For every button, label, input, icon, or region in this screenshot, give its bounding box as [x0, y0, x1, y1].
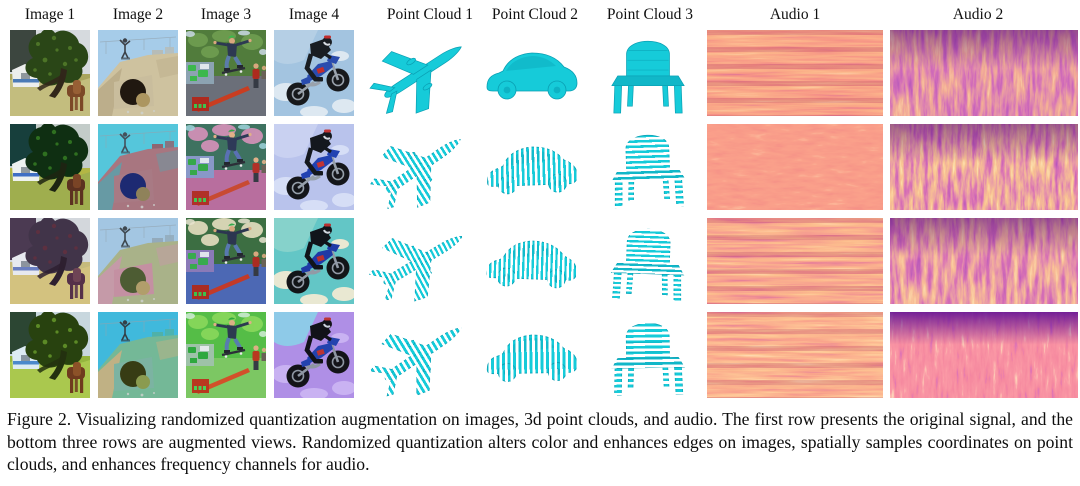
- cell-audio-1-augmented-1: [707, 124, 883, 210]
- cell-image-4-original: [274, 30, 354, 116]
- cell-point-cloud-3-augmented-2: [606, 218, 690, 304]
- cell-image-2-augmented-3: [98, 312, 178, 398]
- column-header-image-3: Image 3: [200, 6, 252, 23]
- column-header-image-1: Image 1: [24, 6, 76, 23]
- column-header-point-cloud-3: Point Cloud 3: [606, 6, 694, 23]
- cell-image-2-augmented-2: [98, 218, 178, 304]
- figure-caption: Figure 2. Visualizing randomized quantiz…: [7, 409, 1073, 475]
- cell-audio-1-augmented-3: [707, 312, 883, 398]
- column-header-point-cloud-2: Point Cloud 2: [491, 6, 579, 23]
- cell-point-cloud-2-augmented-1: [480, 124, 586, 210]
- cell-audio-2-augmented-1: [890, 124, 1078, 210]
- cell-image-3-augmented-2: [186, 218, 266, 304]
- cell-point-cloud-1-augmented-1: [368, 124, 472, 210]
- column-header-audio-2: Audio 2: [952, 6, 1004, 23]
- cell-image-4-augmented-2: [274, 218, 354, 304]
- cell-point-cloud-3-augmented-1: [606, 124, 690, 210]
- cell-point-cloud-1-augmented-2: [368, 218, 472, 304]
- cell-audio-1-augmented-2: [707, 218, 883, 304]
- column-header-audio-1: Audio 1: [769, 6, 821, 23]
- cell-point-cloud-1-augmented-3: [368, 312, 472, 398]
- cell-image-1-augmented-2: [10, 218, 90, 304]
- cell-audio-2-original: [890, 30, 1078, 116]
- cell-point-cloud-2-augmented-2: [480, 218, 586, 304]
- column-header-image-4: Image 4: [288, 6, 340, 23]
- cell-image-2-original: [98, 30, 178, 116]
- cell-point-cloud-2-original: [480, 30, 586, 116]
- cell-image-2-augmented-1: [98, 124, 178, 210]
- column-header-image-2: Image 2: [112, 6, 164, 23]
- cell-point-cloud-3-augmented-3: [606, 312, 690, 398]
- cell-image-1-original: [10, 30, 90, 116]
- cell-audio-1-original: [707, 30, 883, 116]
- cell-image-3-augmented-3: [186, 312, 266, 398]
- cell-point-cloud-3-original: [606, 30, 690, 116]
- cell-point-cloud-2-augmented-3: [480, 312, 586, 398]
- column-header-point-cloud-1: Point Cloud 1: [386, 6, 474, 23]
- cell-image-3-augmented-1: [186, 124, 266, 210]
- cell-point-cloud-1-original: [368, 30, 472, 116]
- cell-image-1-augmented-3: [10, 312, 90, 398]
- cell-image-1-augmented-1: [10, 124, 90, 210]
- cell-audio-2-augmented-2: [890, 218, 1078, 304]
- cell-image-4-augmented-3: [274, 312, 354, 398]
- cell-image-3-original: [186, 30, 266, 116]
- cell-image-4-augmented-1: [274, 124, 354, 210]
- cell-audio-2-augmented-3: [890, 312, 1078, 398]
